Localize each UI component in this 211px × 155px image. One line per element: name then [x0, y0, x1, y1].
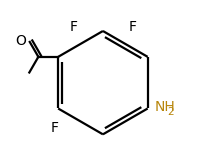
Text: NH: NH — [154, 100, 175, 114]
Text: F: F — [70, 20, 78, 34]
Text: F: F — [128, 20, 136, 34]
Text: O: O — [15, 34, 26, 48]
Text: 2: 2 — [168, 107, 174, 117]
Text: F: F — [51, 121, 59, 135]
